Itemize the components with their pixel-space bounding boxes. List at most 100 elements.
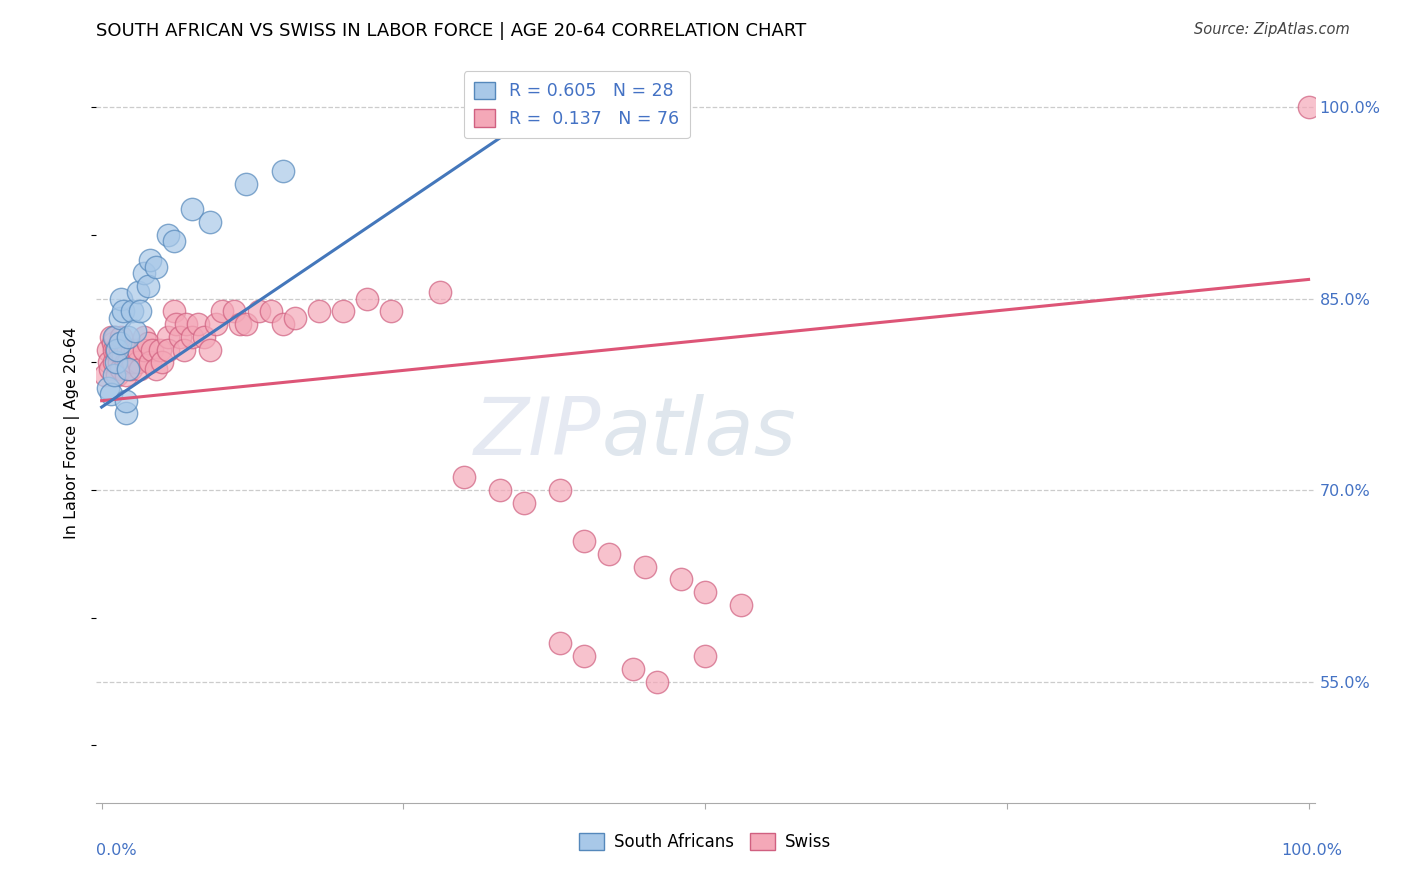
Point <box>110 361 132 376</box>
Point <box>157 227 180 242</box>
Point <box>97 343 120 357</box>
Text: 100.0%: 100.0% <box>1282 843 1343 858</box>
Point <box>141 343 163 357</box>
Point <box>136 336 159 351</box>
Point <box>112 349 135 363</box>
Point <box>150 355 173 369</box>
Point <box>574 648 596 663</box>
Point <box>97 381 120 395</box>
Point <box>229 317 252 331</box>
Point <box>104 330 127 344</box>
Point <box>169 330 191 344</box>
Point <box>145 361 167 376</box>
Point <box>114 368 136 383</box>
Point <box>429 285 451 300</box>
Point <box>148 343 170 357</box>
Point <box>548 483 571 497</box>
Point <box>211 304 233 318</box>
Point <box>173 343 195 357</box>
Point <box>132 330 155 344</box>
Point <box>108 336 131 351</box>
Point <box>621 662 644 676</box>
Point <box>100 387 122 401</box>
Point <box>122 355 145 369</box>
Point <box>132 343 155 357</box>
Point <box>574 534 596 549</box>
Point <box>103 330 125 344</box>
Point <box>136 278 159 293</box>
Point <box>669 573 692 587</box>
Point <box>598 547 620 561</box>
Y-axis label: In Labor Force | Age 20-64: In Labor Force | Age 20-64 <box>63 326 80 539</box>
Point <box>110 330 132 344</box>
Point <box>187 317 209 331</box>
Point <box>284 310 307 325</box>
Point <box>157 330 180 344</box>
Point <box>259 304 281 318</box>
Point <box>129 304 152 318</box>
Text: atlas: atlas <box>602 393 796 472</box>
Point <box>120 361 142 376</box>
Point <box>235 177 257 191</box>
Point <box>105 368 128 383</box>
Point <box>695 585 717 599</box>
Point <box>97 355 120 369</box>
Point <box>117 361 139 376</box>
Point <box>108 343 131 357</box>
Point <box>548 636 571 650</box>
Point <box>308 304 330 318</box>
Point <box>121 343 143 357</box>
Point <box>98 361 121 376</box>
Point <box>163 304 186 318</box>
Point <box>117 355 139 369</box>
Point <box>127 285 149 300</box>
Point <box>139 253 162 268</box>
Text: ZIP: ZIP <box>474 393 602 472</box>
Point <box>730 598 752 612</box>
Point <box>453 470 475 484</box>
Point <box>181 202 204 217</box>
Point <box>695 648 717 663</box>
Point <box>94 368 117 383</box>
Point <box>145 260 167 274</box>
Point <box>107 355 129 369</box>
Point <box>356 292 378 306</box>
Point <box>110 292 132 306</box>
Point <box>100 330 122 344</box>
Point <box>112 304 135 318</box>
Point <box>332 304 354 318</box>
Point <box>1298 100 1320 114</box>
Point <box>513 496 536 510</box>
Point <box>132 266 155 280</box>
Point <box>380 304 402 318</box>
Point <box>235 317 257 331</box>
Point <box>157 343 180 357</box>
Point <box>166 317 188 331</box>
Point <box>124 324 146 338</box>
Point <box>163 234 186 248</box>
Point <box>129 361 152 376</box>
Text: SOUTH AFRICAN VS SWISS IN LABOR FORCE | AGE 20-64 CORRELATION CHART: SOUTH AFRICAN VS SWISS IN LABOR FORCE | … <box>96 22 806 40</box>
Point <box>271 164 294 178</box>
Point <box>105 355 128 369</box>
Point <box>489 483 512 497</box>
Point <box>117 343 139 357</box>
Point <box>103 343 125 357</box>
Point <box>174 317 197 331</box>
Point <box>108 310 131 325</box>
Point <box>105 343 128 357</box>
Point <box>224 304 246 318</box>
Point <box>121 304 143 318</box>
Point <box>117 330 139 344</box>
Point <box>127 355 149 369</box>
Point <box>634 559 657 574</box>
Point <box>200 343 222 357</box>
Point <box>127 343 149 357</box>
Point <box>193 330 215 344</box>
Point <box>645 674 668 689</box>
Point <box>105 343 128 357</box>
Point <box>247 304 270 318</box>
Point <box>114 355 136 369</box>
Point <box>181 330 204 344</box>
Point <box>103 355 125 369</box>
